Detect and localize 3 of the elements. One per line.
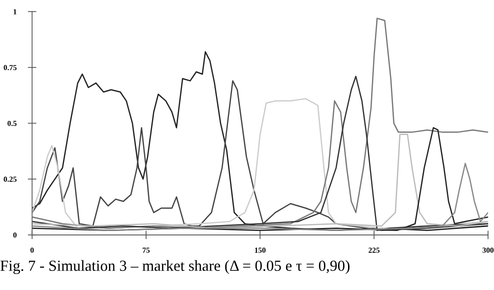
text: Fig. 7 - Simulation 3 – market share (Δ = 0.05 e τ = 0,90) (0, 260, 350, 274)
line-series (32, 162, 488, 232)
line-series (32, 18, 488, 229)
